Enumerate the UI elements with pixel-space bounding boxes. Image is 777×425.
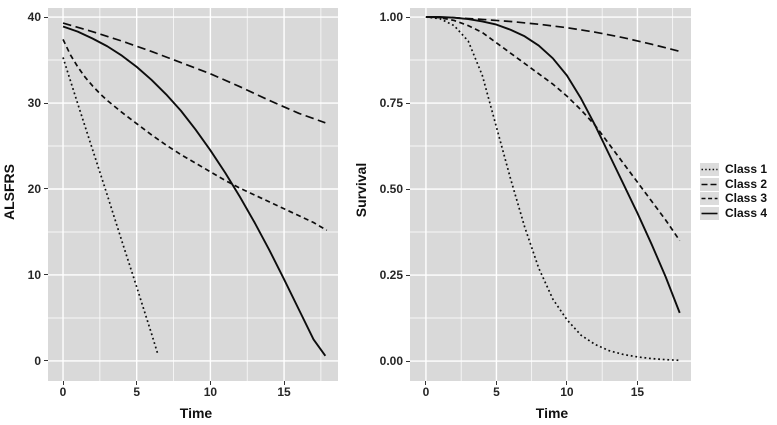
curve-class-3 [425,16,681,242]
y-tick-mark [406,188,410,190]
y-tick-label: 0.75 [379,96,403,110]
time-axis-title-left: Time [179,405,213,421]
gridlines [48,8,338,381]
x-tick-label: 10 [560,385,574,399]
x-tick-label: 5 [133,385,141,399]
curve-class-4 [425,16,681,314]
y-tick-mark [44,102,48,104]
legend-key-dashed-line-icon [700,192,719,206]
y-tick-label: 40 [27,10,41,25]
legend-item-class-1: Class 1 [700,162,767,177]
y-tick-mark [44,274,48,276]
x-tick-mark [283,381,285,385]
time-axis-title-right: Time [535,405,569,421]
alsfrs-chart-panel [48,8,338,381]
legend-key-longdash-line-icon [700,177,719,191]
survival-chart-panel [410,8,691,381]
y-tick-mark [44,360,48,362]
y-tick-label: 0.50 [379,182,403,196]
panel-background [48,8,338,381]
curve-class-4 [62,25,327,357]
curve-class-2 [62,22,326,124]
curve-class-3 [62,39,328,232]
y-tick-label: 0.25 [379,268,403,282]
legend-item-class-3: Class 3 [700,192,767,207]
panel-background [410,8,691,381]
y-tick-mark [406,102,410,104]
y-tick-mark [44,16,48,18]
x-tick-mark [425,381,427,385]
x-tick-label: 15 [277,385,291,399]
legend-label: Class 1 [725,161,768,176]
x-tick-label: 15 [630,385,645,399]
y-tick-label: 20 [27,181,41,196]
gridlines [410,8,691,381]
x-tick-label: 0 [422,385,430,399]
y-tick-mark [406,16,410,18]
x-tick-label: 5 [493,385,500,399]
x-tick-label: 0 [59,385,67,399]
legend-label: Class 4 [725,206,768,221]
legend-item-class-2: Class 2 [700,177,767,192]
legend-label: Class 2 [725,176,768,191]
curve-class-1 [62,57,159,356]
legend-key-dotted-line-icon [700,162,719,176]
x-tick-mark [136,381,138,385]
y-tick-mark [406,360,410,362]
y-tick-mark [44,188,48,190]
y-tick-label: 1.00 [379,10,403,24]
x-tick-mark [495,381,497,385]
y-tick-label: 30 [27,96,41,110]
x-tick-label: 10 [203,385,218,399]
legend-key-solid-line-icon [700,207,719,221]
y-tick-label: 0 [34,353,41,368]
y-tick-label: 0.00 [379,354,403,368]
legend-label: Class 3 [725,191,768,206]
x-tick-mark [62,381,64,385]
x-tick-mark [209,381,211,385]
x-tick-mark [566,381,568,385]
x-tick-mark [636,381,638,385]
y-tick-label: 10 [27,267,41,282]
curve-class-1 [425,16,680,362]
legend-item-class-4: Class 4 [700,206,767,221]
legend: Class 1 Class 2 Class 3 Class 4 [700,162,767,221]
y-tick-mark [406,274,410,276]
